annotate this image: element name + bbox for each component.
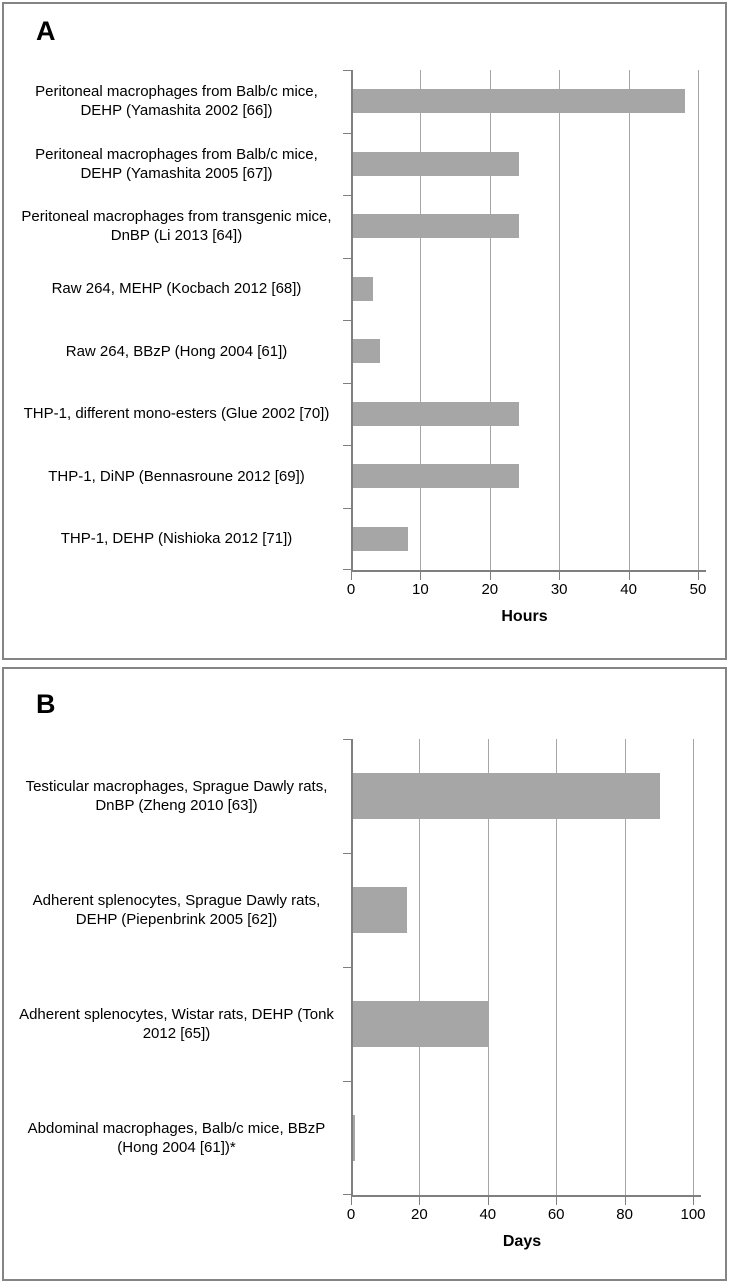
y-axis-tick xyxy=(343,257,351,259)
category-label: THP-1, DiNP (Bennasroune 2012 [69]) xyxy=(48,467,305,485)
x-tick-label: 30 xyxy=(550,581,568,598)
bar xyxy=(352,1001,489,1047)
gridline xyxy=(628,70,630,570)
x-tick-label: 100 xyxy=(680,1206,706,1223)
plot-area xyxy=(343,70,706,580)
y-axis-tick xyxy=(343,132,351,134)
gridline xyxy=(559,70,561,570)
bar xyxy=(352,1115,356,1161)
category-label: THP-1, DEHP (Nishioka 2012 [71]) xyxy=(60,530,293,548)
plot-area xyxy=(343,739,701,1205)
x-axis-line xyxy=(351,1195,701,1197)
y-axis-tick xyxy=(343,1081,351,1082)
y-axis-tick xyxy=(343,569,351,570)
y-axis-tick xyxy=(343,739,351,740)
gridline xyxy=(698,70,699,570)
category-label: Adherent splenocytes, Sprague Dawly rats… xyxy=(32,892,321,928)
x-tick-label: 0 xyxy=(346,581,356,598)
y-axis-tick xyxy=(343,967,351,968)
category-label: Peritoneal macrophages from transgenic m… xyxy=(21,208,332,245)
bar-chart-days: 0 20 40 60 80 100 Testicular macrophages, Spra… xyxy=(4,669,725,1279)
category-label: Raw 264, BBzP (Hong 2004 [61]) xyxy=(65,342,288,360)
x-axis-tick xyxy=(351,1197,352,1205)
panel-b-letter: B xyxy=(36,689,56,719)
x-tick-label: 50 xyxy=(689,581,707,598)
x-axis-tick xyxy=(419,1197,421,1205)
y-axis-tick xyxy=(343,70,351,71)
gridline xyxy=(624,739,626,1195)
x-axis-line xyxy=(351,570,706,572)
bar xyxy=(352,464,519,489)
category-label: Peritoneal macrophages from Balb/c mice,… xyxy=(35,145,318,182)
gridline xyxy=(420,70,422,570)
x-axis-tick xyxy=(556,1197,558,1205)
category-label: Testicular macrophages, Sprague Dawly ra… xyxy=(25,778,328,814)
gridline xyxy=(487,739,489,1195)
y-axis-line xyxy=(351,70,353,570)
x-axis-tick xyxy=(628,572,630,580)
x-axis-tick xyxy=(489,572,491,580)
y-axis-tick xyxy=(343,320,351,321)
y-axis-tick xyxy=(343,195,351,196)
panel-a: A 0 10 20 30 40 50 Peritoneal macrophages from… xyxy=(2,2,727,660)
bar xyxy=(352,151,519,176)
y-axis-tick xyxy=(343,1194,351,1195)
gridline xyxy=(693,739,694,1195)
bar xyxy=(352,401,519,426)
x-axis-title-hours: Hours xyxy=(501,608,548,625)
x-axis-tick xyxy=(693,1197,694,1205)
category-label: Raw 264, MEHP (Kocbach 2012 [68]) xyxy=(51,280,302,298)
x-tick-label: 60 xyxy=(547,1206,565,1223)
gridline xyxy=(419,739,421,1195)
x-axis-tick xyxy=(698,572,699,580)
bar xyxy=(352,526,408,551)
x-axis-tick xyxy=(487,1197,489,1205)
category-label: Peritoneal macrophages from Balb/c mice,… xyxy=(35,83,318,120)
bar xyxy=(352,773,660,819)
y-axis-tick xyxy=(343,382,351,384)
panel-b: B 0 20 40 60 80 100 Testicular macrophages, Sp… xyxy=(2,667,727,1281)
x-axis-tick xyxy=(420,572,422,580)
y-axis-tick xyxy=(343,445,351,446)
panel-a-letter: A xyxy=(36,16,56,46)
gridline xyxy=(489,70,491,570)
x-tick-label: 20 xyxy=(411,1206,428,1223)
y-axis-line xyxy=(351,739,353,1195)
bar xyxy=(352,276,373,301)
gridline xyxy=(556,739,558,1195)
category-label: THP-1, different mono-esters (Glue 2002 … xyxy=(23,405,330,423)
x-tick-label: 10 xyxy=(412,581,429,598)
category-label: Adherent splenocytes, Wistar rats, DEHP … xyxy=(19,1006,334,1042)
bar-chart-hours: 0 10 20 30 40 50 Peritoneal macrophages from B… xyxy=(4,4,725,658)
x-tick-label: 0 xyxy=(346,1206,356,1223)
x-tick-label: 20 xyxy=(481,581,499,598)
x-axis-tick xyxy=(351,572,352,580)
bar xyxy=(352,887,407,933)
y-axis-tick xyxy=(343,853,351,854)
x-axis-tick xyxy=(624,1197,626,1205)
bar xyxy=(352,89,686,114)
x-axis-tick xyxy=(559,572,561,580)
y-axis-tick xyxy=(343,507,351,509)
bar xyxy=(352,214,519,239)
category-label: Abdominal macrophages, Balb/c mice, BBzP… xyxy=(27,1120,326,1156)
x-tick-label: 40 xyxy=(620,581,637,598)
x-axis-title-days: Days xyxy=(502,1233,542,1250)
x-tick-label: 40 xyxy=(479,1206,497,1223)
x-tick-label: 80 xyxy=(616,1206,633,1223)
bar xyxy=(352,339,380,364)
